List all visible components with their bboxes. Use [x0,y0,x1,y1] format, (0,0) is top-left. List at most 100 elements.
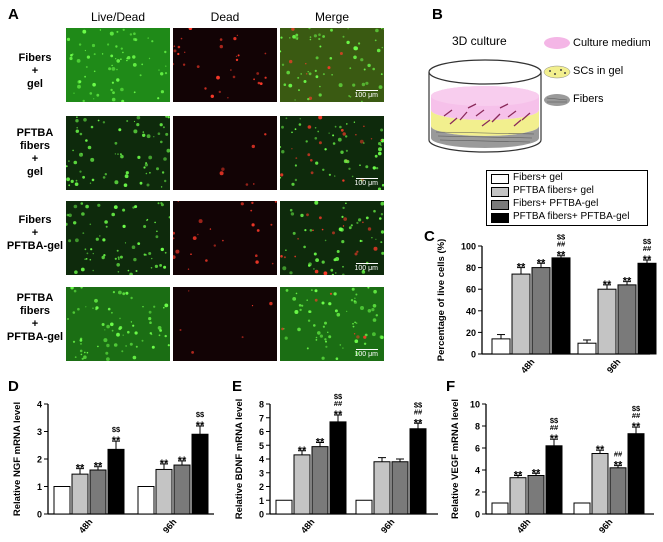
y-axis-label: Relative VEGF mRNA level [450,399,461,519]
y-tick-label: 8 [475,422,480,432]
significance-label: ** [557,250,566,262]
significance-label: ** [414,417,423,429]
bar-F-48h-s2 [527,475,545,515]
legend-swatch-1 [491,187,509,197]
micrograph-r2-c2 [173,116,277,190]
bar-D-48h-s3 [107,448,125,515]
y-tick-label: 100 [461,242,476,252]
significance-label: ** [596,444,605,456]
x-tick-label: 96h [161,517,179,535]
panel-letter-f: F [446,378,456,395]
panel-letter-c: C [424,228,435,245]
significance-label: ** [196,420,205,432]
y-tick-label: 4 [259,455,264,465]
significance-label: ** [160,458,169,470]
significance-label: $$ [632,404,641,413]
significance-label: ** [76,463,85,475]
significance-label: ** [632,421,641,433]
significance-label: $$ [643,237,652,246]
diagram-legend-cells: SCs in gel [573,65,624,77]
y-tick-label: 1 [259,496,264,506]
legend-swatch-3 [491,213,509,223]
bar-F-96h-s1 [591,453,609,515]
bar-E-48h-s0 [275,499,293,515]
culture-well-illustration [428,59,542,153]
significance-label: ## [334,399,343,408]
x-tick-label: 48h [519,357,537,375]
significance-label: ## [632,411,641,420]
micrograph-r4-c2 [173,287,277,361]
y-tick-label: 80 [466,263,476,273]
chart-live-cells: 0 20 40 60 80 100 Percentage of live cells (%)… [436,234,657,375]
significance-label: $$ [414,400,423,409]
significance-label: $$ [550,416,559,425]
y-tick-label: 2 [37,455,42,465]
significance-label: ** [537,257,546,269]
row-label-1: Fibers + gel [18,52,52,90]
x-tick-label: 48h [299,517,317,535]
micrograph-r1-c1 [66,28,170,102]
significance-label: ## [614,450,623,459]
significance-label: ** [517,262,526,274]
bar-C-96h-s3 [637,262,657,355]
bar-D-96h-s0 [137,486,155,515]
scale-bar-label: 100 μm [355,263,379,272]
x-tick-label: 96h [379,517,397,535]
row-label-4: PFTBA fibers + PFTBA-gel [6,292,64,343]
scale-bar-label: 100 μm [355,178,379,187]
significance-label: ** [94,461,103,473]
y-axis-label: Percentage of live cells (%) [436,239,447,362]
significance-label: ** [614,460,623,472]
significance-label: $$ [557,234,566,242]
significance-label: ## [550,423,559,432]
panel-letter-b: B [432,6,443,23]
significance-label: ## [557,240,566,249]
scale-bar-label: 100 μm [355,349,379,358]
y-tick-label: 4 [475,466,480,476]
micrograph-r4-c1 [66,287,170,361]
significance-label: ## [414,407,423,416]
micrograph-r3-c3: 100 μm [280,201,384,275]
y-tick-label: 10 [470,400,480,410]
y-tick-label: 0 [37,510,42,520]
bar-C-48h-s3 [551,257,571,355]
significance-label: ** [112,435,121,447]
y-tick-label: 7 [259,413,264,423]
x-tick-label: 48h [77,517,95,535]
bar-E-96h-s2 [391,461,409,515]
y-tick-label: 3 [37,427,42,437]
significance-label: ** [178,455,187,467]
significance-label: ** [334,409,343,421]
bar-C-48h-s1 [511,273,531,355]
y-tick-label: 5 [259,441,264,451]
micrograph-r3-c1 [66,201,170,275]
x-tick-label: 48h [515,517,533,535]
y-axis-label: Relative BDNF mRNA level [234,399,245,520]
panel-letter-e: E [232,378,243,395]
significance-label: ** [550,433,559,445]
y-tick-label: 2 [475,488,480,498]
bar-C-96h-s2 [617,284,637,355]
y-tick-label: 60 [466,285,476,295]
bar-F-96h-s3 [627,433,645,515]
y-tick-label: 4 [37,400,42,410]
legend-label-1: PFTBA fibers+ gel [513,185,594,196]
y-tick-label: 6 [259,427,264,437]
bar-E-48h-s2 [311,446,329,515]
significance-label: $$ [196,410,205,419]
micrograph-r1-c3: 100 μm [280,28,384,102]
diagram-legend-fibers: Fibers [573,93,604,105]
bar-F-48h-s3 [545,445,563,515]
micrograph-r3-c2 [173,201,277,275]
x-tick-label: 96h [605,357,623,375]
bar-D-96h-s1 [155,468,173,515]
panel-letter-d: D [8,378,19,395]
bar-F-96h-s0 [573,502,591,515]
significance-label: ** [298,445,307,457]
bar-C-48h-s2 [531,267,551,355]
bar-F-48h-s0 [491,502,509,515]
significance-label: ** [603,279,612,291]
y-tick-label: 6 [475,444,480,454]
bar-E-96h-s1 [373,461,391,515]
